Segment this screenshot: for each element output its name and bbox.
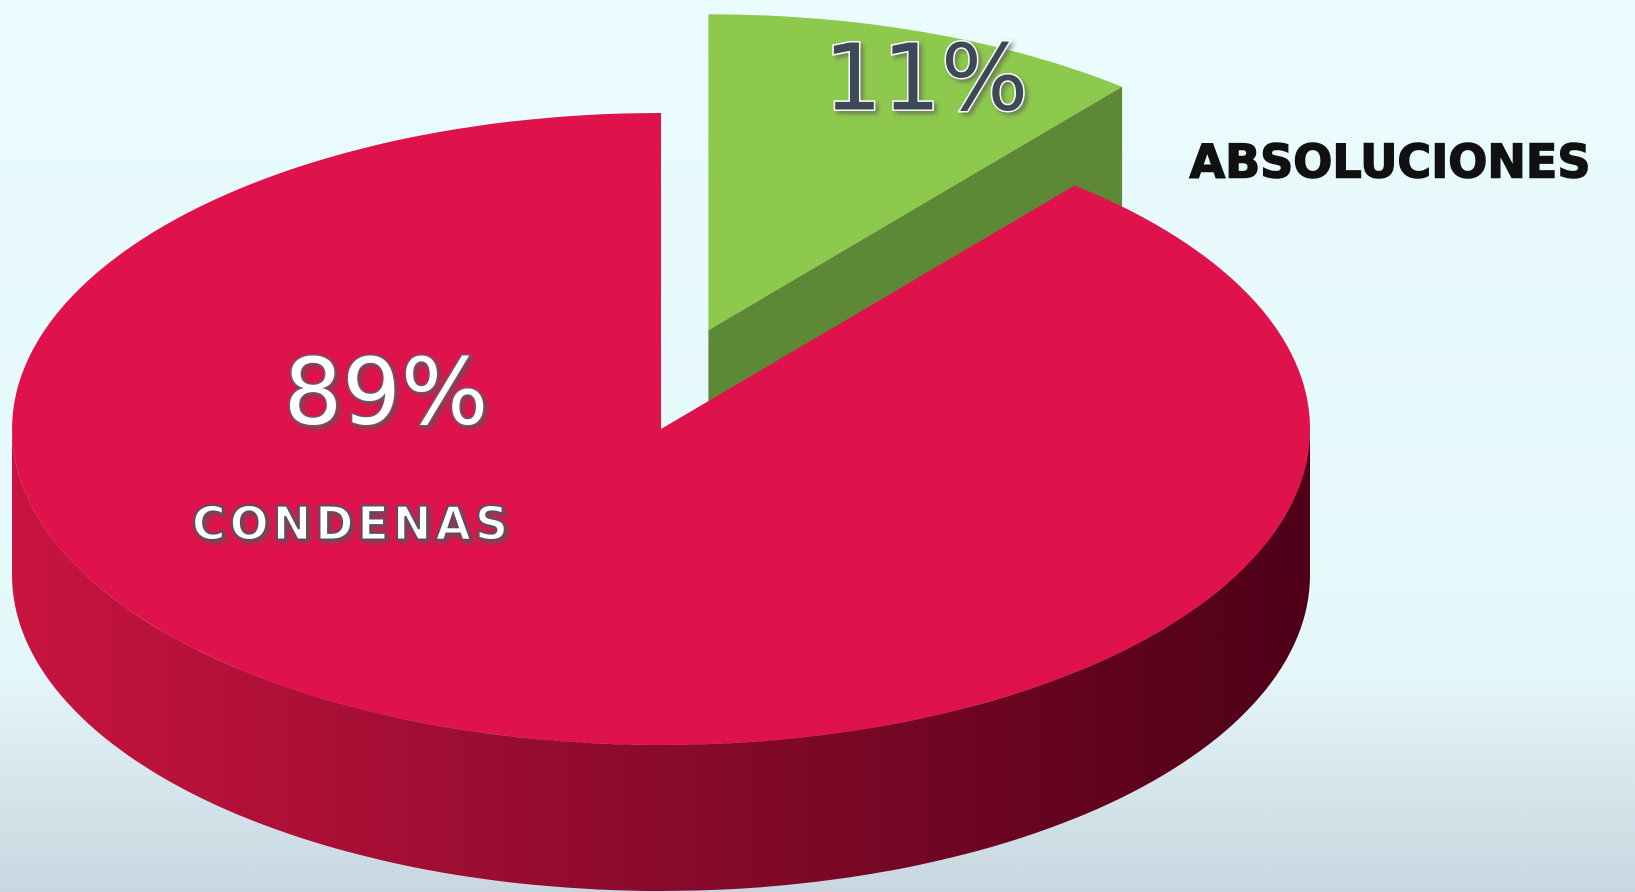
category-label: CONDENAS xyxy=(192,497,512,551)
category-label: ABSOLUCIONES xyxy=(1190,135,1591,189)
page: 89%CONDENAS11%ABSOLUCIONES (() => { cons… xyxy=(0,0,1635,892)
value-label: 89% xyxy=(284,338,488,445)
chart: 89% CONDENAS 11% ABSOLUCIONES xyxy=(0,0,1635,892)
value-label: 11% xyxy=(824,24,1028,131)
